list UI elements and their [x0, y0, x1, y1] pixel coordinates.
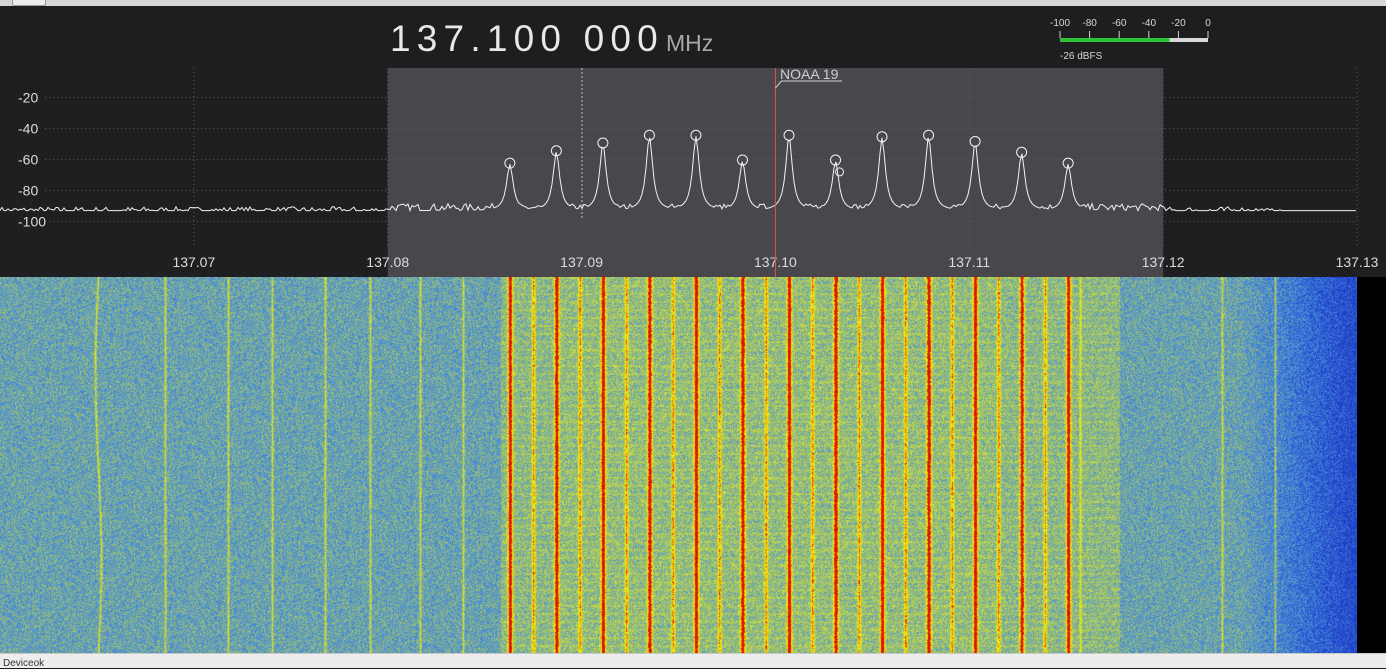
meter-scale-label: -60: [1112, 18, 1127, 29]
peak-marker: [1016, 146, 1028, 158]
meter-scale-label: -100: [1050, 18, 1070, 29]
peak-marker: [923, 129, 935, 141]
spectrum-trace: [0, 136, 1356, 213]
y-axis-label: -100: [18, 214, 46, 230]
x-axis-label: 137.07: [172, 254, 215, 270]
peak-marker: [690, 129, 702, 141]
meter-scale-label: 0: [1205, 18, 1211, 29]
window-top-strip: [0, 0, 1386, 6]
signal-level-meter: -100 -80 -60 -40 -20 0 -26 dBFS: [1050, 18, 1211, 62]
toolbar-tab-button[interactable]: [12, 0, 46, 6]
peak-marker: [597, 137, 609, 149]
spectrum-plot[interactable]: -20 -40 -60 -80 -100 137.07 137.08 137.09 137.10…: [0, 66, 1386, 277]
peak-marker: [969, 135, 981, 147]
status-bar: Deviceok: [0, 653, 1386, 669]
peak-marker: [1062, 157, 1074, 169]
status-text: Deviceok: [3, 658, 45, 669]
peak-marker: [550, 145, 562, 157]
waterfall-canvas[interactable]: [0, 277, 1357, 653]
meter-level-bar: [1060, 38, 1170, 42]
x-axis-label: 137.08: [366, 254, 409, 270]
y-axis-label: -40: [18, 121, 38, 137]
frequency-display[interactable]: 137.100 000 MHz: [390, 18, 713, 62]
peak-marker: [643, 129, 655, 141]
y-axis-label: -20: [18, 90, 38, 106]
peak-marker: [830, 154, 842, 166]
meter-level-text: -26 dBFS: [1060, 51, 1103, 62]
x-axis-label: 137.11: [948, 254, 990, 270]
y-axis-label: -60: [18, 152, 38, 168]
frequency-digits[interactable]: 137.100 000: [390, 18, 664, 59]
meter-scale-label: -20: [1171, 18, 1186, 29]
bookmark-leader: [775, 80, 782, 89]
bookmark-label[interactable]: NOAA 19: [780, 66, 839, 82]
peak-marker: [876, 131, 888, 143]
waterfall-display[interactable]: [0, 277, 1386, 653]
peak-marker: [835, 167, 845, 177]
x-axis-label: 137.09: [560, 254, 603, 270]
meter-scale-label: -80: [1082, 18, 1097, 29]
peak-marker: [504, 157, 516, 169]
peak-marker: [736, 154, 748, 166]
frequency-unit: MHz: [665, 30, 714, 56]
x-axis-label: 137.13: [1336, 254, 1379, 270]
meter-scale-label: -40: [1142, 18, 1157, 29]
x-axis-label: 137.12: [1142, 254, 1185, 270]
peak-marker: [783, 129, 795, 141]
frequency-header: 137.100 000 MHz -100 -80 -60 -40 -20 0 -26 dBF…: [0, 6, 1386, 68]
y-axis-label: -80: [18, 183, 38, 199]
